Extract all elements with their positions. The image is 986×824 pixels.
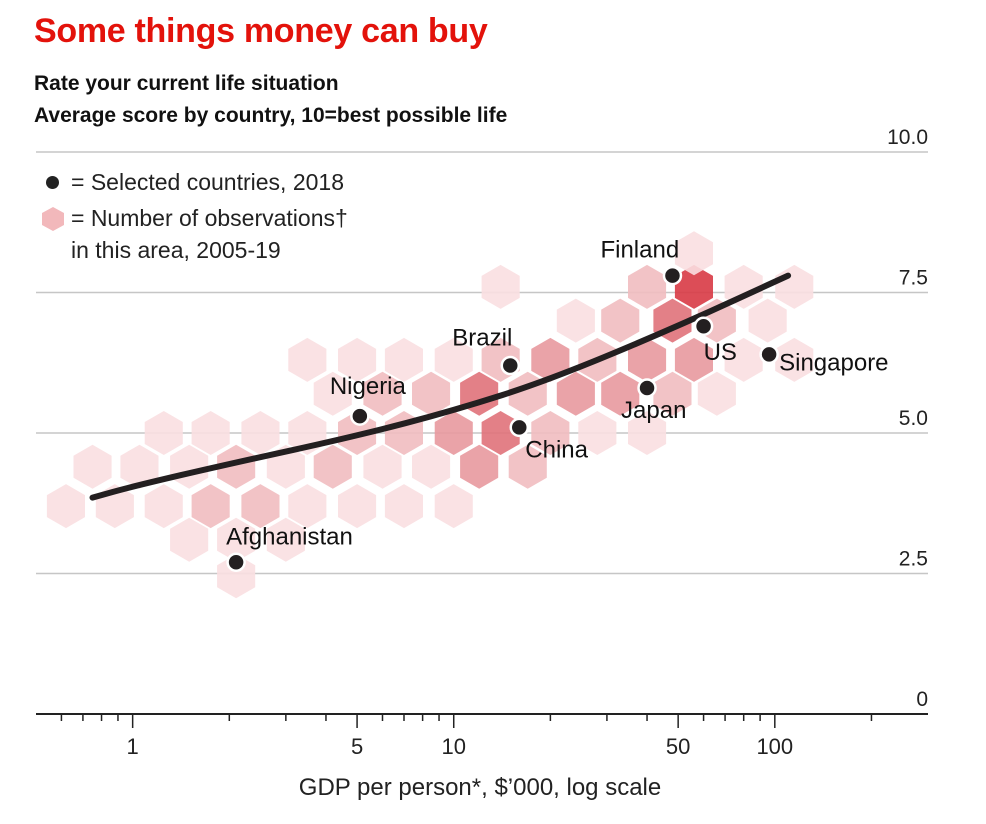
country-point xyxy=(759,344,779,365)
hexbin xyxy=(384,484,423,529)
y-tick-label: 10.0 xyxy=(887,126,928,149)
country-label: China xyxy=(525,436,588,463)
hexbin xyxy=(628,264,667,309)
country-point xyxy=(693,316,714,336)
chart-title: Some things money can buy xyxy=(34,12,488,50)
hexbin xyxy=(775,264,814,309)
hexbin xyxy=(481,264,520,309)
hexbin xyxy=(144,484,183,529)
hexbin xyxy=(674,231,713,276)
country-point xyxy=(637,378,657,398)
hexbin xyxy=(217,444,256,489)
x-axis-label: GDP per person*, $’000, log scale xyxy=(298,774,662,801)
hexbin xyxy=(363,371,402,416)
country-label: Nigeria xyxy=(330,373,407,400)
chart-legend: = Selected countries, 2018 = Number of o… xyxy=(40,166,348,266)
country-point xyxy=(509,417,530,438)
legend-observations-label: = Number of observations† in this area, … xyxy=(71,205,348,263)
hexbin xyxy=(412,444,451,489)
country-point xyxy=(226,552,246,573)
x-tick-label: 10 xyxy=(441,734,465,759)
hexbin xyxy=(144,411,183,455)
hexbin xyxy=(241,484,280,529)
hexbin xyxy=(120,444,159,489)
country-point xyxy=(500,355,521,376)
country-label: US xyxy=(704,339,737,366)
hexbin xyxy=(460,444,499,489)
y-tick-label: 0 xyxy=(916,688,928,711)
hexbin xyxy=(313,371,352,416)
hexbin xyxy=(556,298,595,343)
hexbin xyxy=(601,298,640,343)
x-tick-label: 5 xyxy=(351,734,363,759)
hexbin xyxy=(578,411,617,455)
subtitle-line-1: Rate your current life situation xyxy=(34,72,339,95)
hexbin xyxy=(217,554,256,599)
trend-line xyxy=(89,272,792,501)
legend-row-observations: = Number of observations† in this area, … xyxy=(40,202,348,266)
hexbin xyxy=(748,298,787,343)
hexbin xyxy=(191,411,230,455)
hexbin xyxy=(338,484,377,529)
hexbin xyxy=(601,371,640,416)
legend-dot-icon xyxy=(46,176,59,189)
country-label: Singapore xyxy=(779,349,888,376)
hexbin xyxy=(556,371,595,416)
chart-subtitle: Rate your current life situation Average… xyxy=(34,68,507,132)
hexbin xyxy=(724,337,763,382)
hexbin xyxy=(363,444,402,489)
country-label: Brazil xyxy=(452,325,512,352)
x-tick-label: 50 xyxy=(666,734,690,759)
hexbin xyxy=(170,517,209,562)
y-tick-label: 2.5 xyxy=(899,548,928,571)
hexbin xyxy=(288,337,327,382)
legend-hexagon-icon xyxy=(42,207,64,231)
hexbin xyxy=(531,337,570,382)
hexbin xyxy=(73,444,112,489)
hexbin xyxy=(674,264,713,309)
hexbin xyxy=(191,484,230,529)
hexbin xyxy=(412,371,451,416)
x-tick-label: 100 xyxy=(756,734,793,759)
hexbin xyxy=(338,337,377,382)
hexbin xyxy=(266,517,305,562)
hexbin xyxy=(384,337,423,382)
legend-countries-label: = Selected countries, 2018 xyxy=(71,169,344,195)
hexbin xyxy=(170,444,209,489)
country-point xyxy=(350,406,370,426)
hexbin xyxy=(434,337,473,382)
hexbin xyxy=(697,371,736,416)
hexbin xyxy=(653,371,692,416)
y-tick-label: 5.0 xyxy=(899,407,928,430)
country-label: Japan xyxy=(621,397,686,424)
hexbin xyxy=(434,411,473,455)
hexbin xyxy=(46,484,85,529)
y-tick-label: 7.5 xyxy=(899,267,928,290)
country-point xyxy=(662,265,683,286)
hexbin xyxy=(775,337,814,382)
country-label: Afghanistan xyxy=(226,523,353,550)
hexbin xyxy=(313,444,352,489)
hexbin xyxy=(481,411,520,455)
subtitle-line-2: Average score by country, 10=best possib… xyxy=(34,104,508,127)
hexbin xyxy=(674,337,713,382)
hexbin xyxy=(434,484,473,529)
hexbin xyxy=(241,411,280,455)
hexbin xyxy=(531,411,570,455)
hexbin xyxy=(508,444,547,489)
legend-row-countries: = Selected countries, 2018 xyxy=(40,166,348,198)
hexbin xyxy=(217,517,256,562)
hexbin xyxy=(288,484,327,529)
hexbin xyxy=(628,337,667,382)
hexbin xyxy=(628,411,667,455)
country-label: Finland xyxy=(600,237,679,264)
x-tick-label: 1 xyxy=(127,734,139,759)
